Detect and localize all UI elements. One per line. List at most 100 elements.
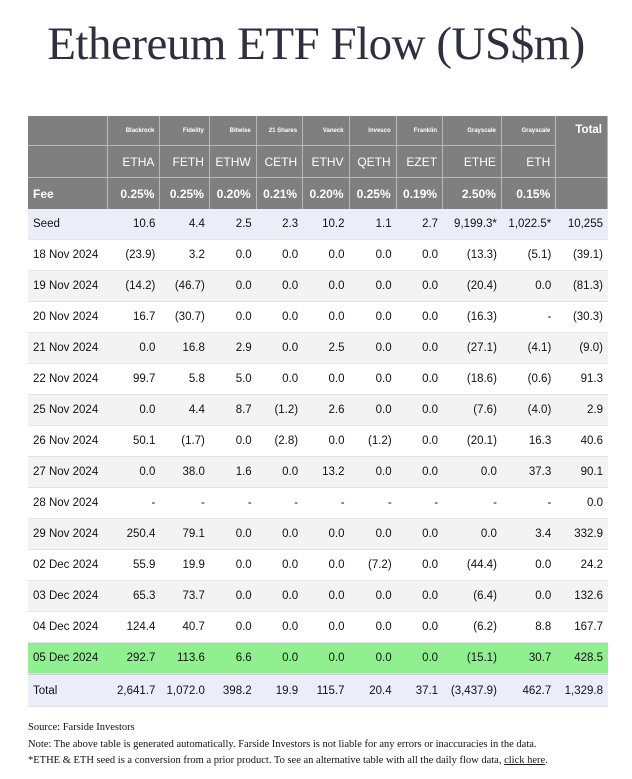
flow-value: -: [501, 488, 557, 519]
flow-value: 0.0: [396, 643, 444, 674]
flow-value: 40.7: [160, 612, 210, 643]
fee-value: 0.25%: [349, 178, 397, 209]
issuer-label: Grayscale: [443, 116, 502, 146]
flow-value: (1.2): [349, 426, 397, 457]
fee-value: 0.25%: [108, 178, 161, 209]
flow-value: (1.7): [160, 426, 210, 457]
flow-value: 0.0: [396, 240, 444, 271]
flow-value: (23.9): [108, 240, 161, 271]
flow-value: 0.0: [303, 302, 350, 333]
flow-value: 0.0: [349, 240, 397, 271]
flow-value: (14.2): [108, 271, 161, 302]
flow-value: 20.4: [349, 674, 397, 707]
flow-value: 0.0: [209, 612, 257, 643]
row-total: (39.1): [556, 240, 608, 271]
flow-value: 0.0: [349, 643, 397, 674]
row-total: 428.5: [556, 643, 608, 674]
flow-value: 10.6: [108, 209, 161, 240]
flow-value: -: [256, 488, 304, 519]
flow-value: 2.9: [209, 333, 257, 364]
row-total: 167.7: [556, 612, 608, 643]
table-row: 22 Nov 2024 99.7 5.8 5.0 0.0 0.0 0.0 0.0 (18.6)(…: [28, 364, 608, 395]
flow-value: 50.1: [108, 426, 161, 457]
flow-value: 0.0: [303, 612, 350, 643]
flow-value: 0.0: [303, 581, 350, 612]
flow-value: 0.0: [108, 395, 161, 426]
flow-value: 0.0: [349, 581, 397, 612]
table-row: 25 Nov 2024 0.0 4.4 8.7 (1.2) 2.6 0.0 0.0 (7.6)(…: [28, 395, 608, 426]
row-total: (30.3): [556, 302, 608, 333]
flow-value: 4.4: [160, 209, 210, 240]
row-total: 0.0: [556, 488, 608, 519]
row-total: 332.9: [556, 519, 608, 550]
flow-value: 2.3: [256, 209, 304, 240]
table-row: 19 Nov 2024 (14.2) (46.7) 0.0 0.0 0.0 0.0 0.0 (2…: [28, 271, 608, 302]
fee-value: 2.50%: [443, 178, 502, 209]
ticker-label: EZET: [396, 146, 444, 178]
issuer-label: Invesco: [349, 116, 397, 146]
ticker-label: QETH: [349, 146, 397, 178]
flow-value: 3.4: [501, 519, 557, 550]
flow-value: (6.4): [443, 581, 502, 612]
flow-value: 55.9: [108, 550, 161, 581]
footnotes: Source: Farside Investors Note: The abov…: [28, 720, 628, 770]
ticker-label: ETHV: [303, 146, 350, 178]
flow-value: 13.2: [303, 457, 350, 488]
flow-value: (2.8): [256, 426, 304, 457]
page-title: Ethereum ETF Flow (US$m): [47, 18, 585, 70]
flow-value: 16.8: [160, 333, 210, 364]
flow-value: 0.0: [396, 519, 444, 550]
flow-value: (6.2): [443, 612, 502, 643]
table-row: 29 Nov 2024 250.4 79.1 0.0 0.0 0.0 0.0 0.0 0.0 3.…: [28, 519, 608, 550]
issuer-label: Fidelity: [160, 116, 210, 146]
flow-value: 0.0: [501, 550, 557, 581]
flow-value: 2,641.7: [108, 674, 161, 707]
flow-value: (5.1): [501, 240, 557, 271]
flow-value: 0.0: [303, 643, 350, 674]
fee-value: 0.20%: [303, 178, 350, 209]
flow-value: 0.0: [349, 395, 397, 426]
flow-value: 0.0: [303, 240, 350, 271]
table-row: 02 Dec 2024 55.9 19.9 0.0 0.0 0.0 (7.2) 0.0 (44.…: [28, 550, 608, 581]
alternative-table-link[interactable]: click here: [504, 755, 546, 766]
flow-value: 0.0: [256, 240, 304, 271]
flow-value: 0.0: [209, 550, 257, 581]
flow-value: (27.1): [443, 333, 502, 364]
flow-value: (20.4): [443, 271, 502, 302]
flow-value: 0.0: [256, 333, 304, 364]
flow-value: 5.8: [160, 364, 210, 395]
issuer-label: Blackrock: [108, 116, 161, 146]
row-total: 10,255: [556, 209, 608, 240]
flow-value: 0.0: [349, 364, 397, 395]
row-date: 21 Nov 2024: [28, 333, 109, 364]
corner-cell: [28, 116, 109, 146]
flow-value: 0.0: [209, 271, 257, 302]
flow-value: 0.0: [349, 271, 397, 302]
table-row: 28 Nov 2024- - - - - - - - -0.0: [28, 488, 608, 519]
flow-value: 0.0: [256, 581, 304, 612]
flow-value: 0.0: [396, 271, 444, 302]
flow-value: 79.1: [160, 519, 210, 550]
flow-value: 73.7: [160, 581, 210, 612]
row-total: 24.2: [556, 550, 608, 581]
flow-value: -: [501, 302, 557, 333]
fee-value: 0.15%: [501, 178, 557, 209]
flow-value: 2.6: [303, 395, 350, 426]
flow-value: 0.0: [396, 364, 444, 395]
fee-value: 0.19%: [396, 178, 444, 209]
row-date: 19 Nov 2024: [28, 271, 109, 302]
flow-value: 0.0: [396, 612, 444, 643]
row-total: 40.6: [556, 426, 608, 457]
flow-value: (0.6): [501, 364, 557, 395]
fee-value: 0.21%: [256, 178, 304, 209]
row-date: 22 Nov 2024: [28, 364, 109, 395]
flow-value: (44.4): [443, 550, 502, 581]
seed-note: *ETHE & ETH seed is a conversion from a …: [28, 755, 548, 766]
row-date: 04 Dec 2024: [28, 612, 109, 643]
row-date: 03 Dec 2024: [28, 581, 109, 612]
flow-value: 65.3: [108, 581, 161, 612]
flow-value: -: [303, 488, 350, 519]
flow-value: (15.1): [443, 643, 502, 674]
issuer-label: Grayscale: [501, 116, 557, 146]
ticker-label: CETH: [256, 146, 304, 178]
